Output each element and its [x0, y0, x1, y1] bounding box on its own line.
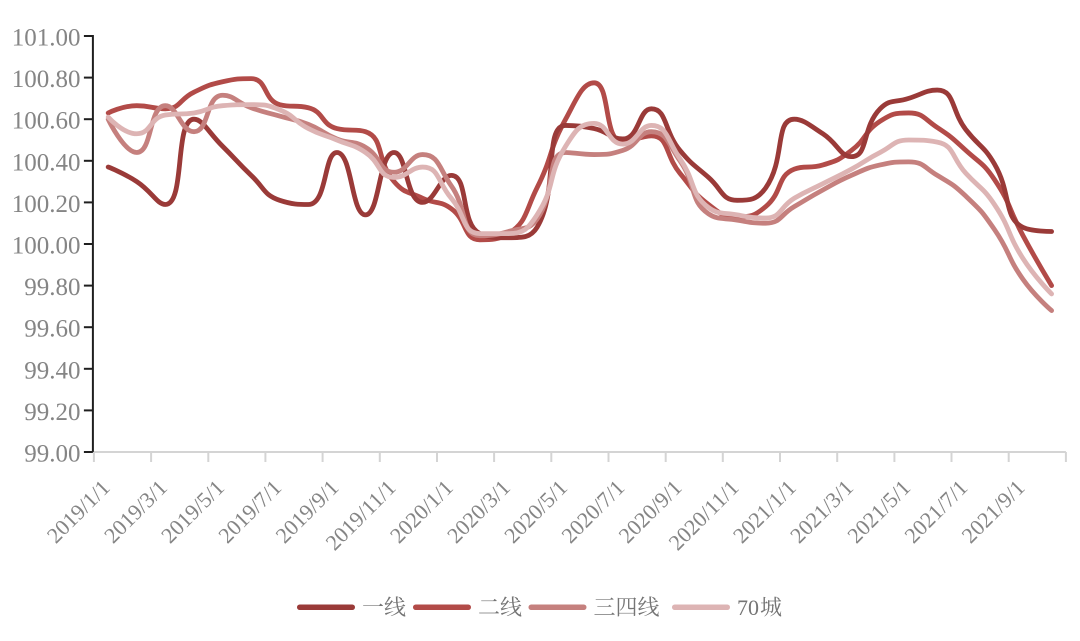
svg-text:100.20: 100.20: [12, 191, 81, 218]
svg-text:99.40: 99.40: [24, 357, 80, 384]
svg-text:100.00: 100.00: [12, 233, 81, 260]
svg-text:101.00: 101.00: [12, 25, 81, 52]
svg-text:99.80: 99.80: [24, 274, 80, 301]
svg-text:100.80: 100.80: [12, 66, 81, 93]
svg-text:99.00: 99.00: [24, 441, 80, 468]
svg-text:99.60: 99.60: [24, 316, 80, 343]
svg-text:70: 70: [737, 595, 759, 620]
svg-text:99.20: 99.20: [24, 399, 80, 426]
svg-text:100.40: 100.40: [12, 149, 81, 176]
svg-text:100.60: 100.60: [12, 108, 81, 135]
